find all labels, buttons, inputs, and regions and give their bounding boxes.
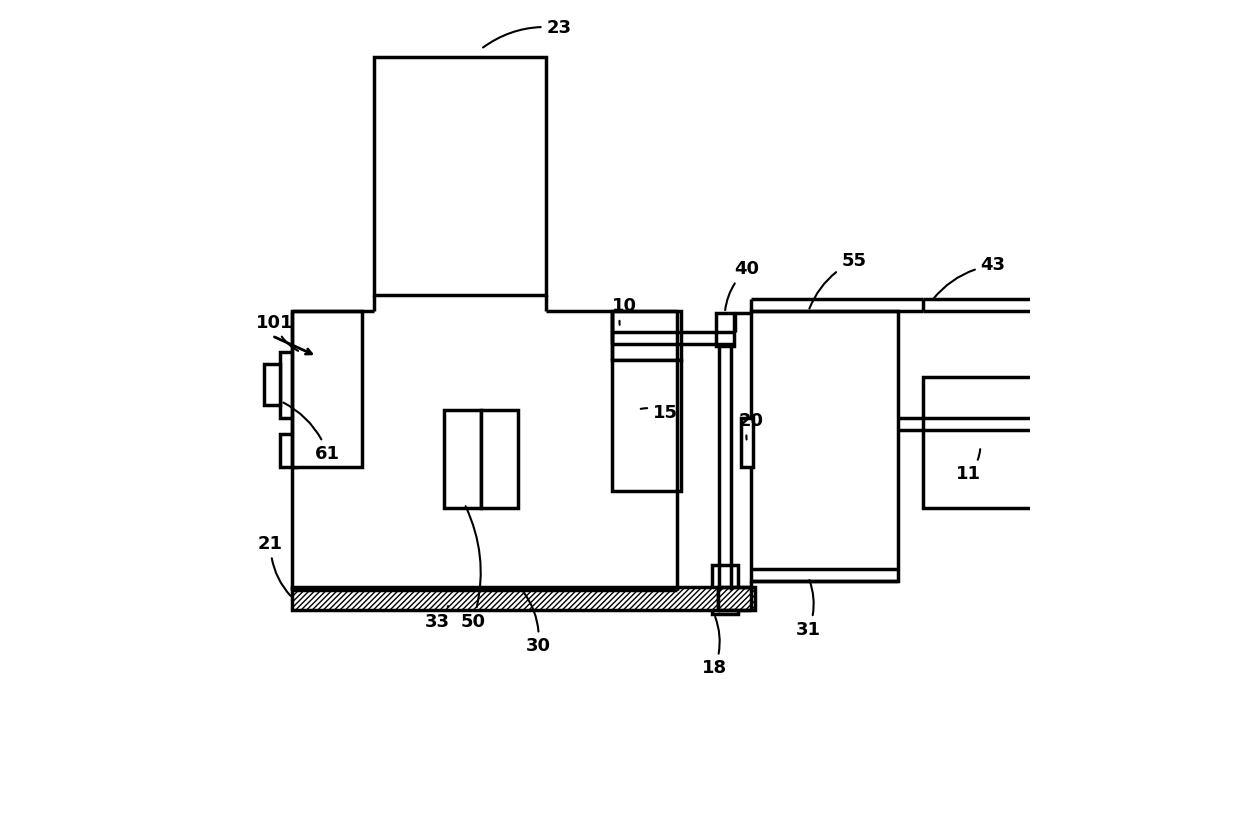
Text: 10: 10: [611, 297, 637, 325]
Bar: [444, 410, 481, 508]
Text: 40: 40: [725, 260, 760, 310]
Text: 31: 31: [796, 580, 821, 639]
Text: 61: 61: [284, 403, 340, 463]
Bar: [751, 311, 899, 581]
Text: 50: 50: [460, 506, 485, 631]
Bar: [611, 360, 682, 491]
Bar: [374, 57, 547, 295]
Bar: [293, 311, 362, 467]
Bar: [923, 377, 1070, 508]
Text: 30: 30: [523, 592, 551, 655]
Text: 101: 101: [255, 314, 298, 351]
Text: 21: 21: [258, 535, 290, 596]
Text: 55: 55: [810, 252, 866, 309]
Bar: [293, 587, 718, 610]
Text: 18: 18: [702, 617, 727, 677]
Text: 15: 15: [641, 404, 678, 422]
Bar: [280, 434, 296, 467]
Text: 11: 11: [956, 449, 981, 483]
Text: 23: 23: [484, 19, 572, 48]
Bar: [620, 385, 639, 434]
Bar: [742, 418, 754, 467]
Bar: [264, 364, 280, 405]
Bar: [712, 565, 738, 614]
Text: 20: 20: [739, 412, 764, 440]
Bar: [280, 352, 300, 418]
Text: 33: 33: [425, 606, 450, 631]
Bar: [481, 410, 517, 508]
Text: 43: 43: [932, 256, 1006, 299]
Bar: [718, 587, 755, 610]
Bar: [715, 313, 734, 346]
Bar: [611, 311, 682, 360]
